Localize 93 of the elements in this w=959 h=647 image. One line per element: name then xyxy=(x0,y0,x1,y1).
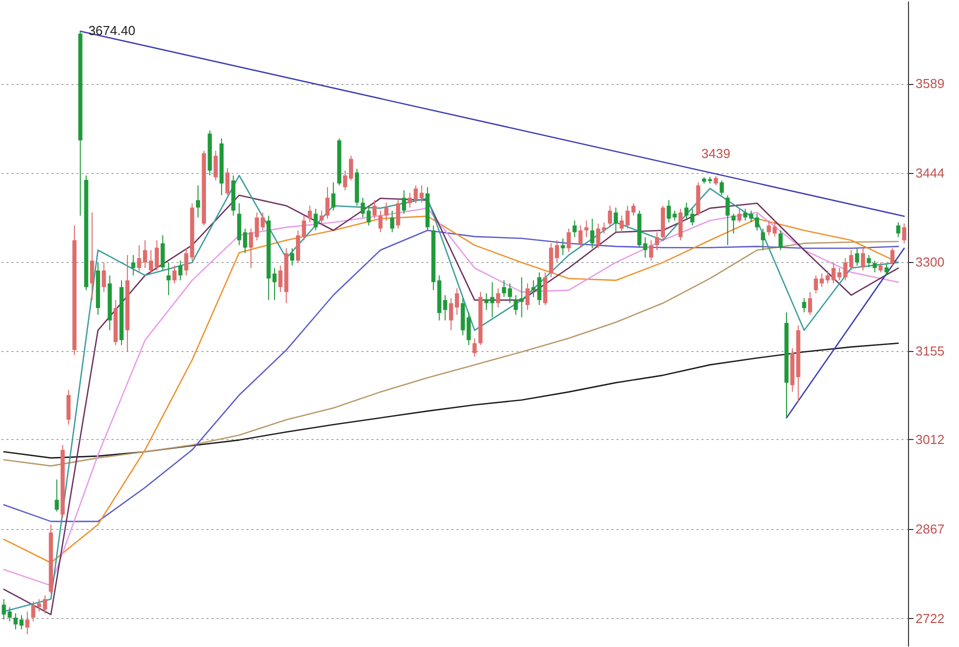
candlestick xyxy=(602,222,606,234)
candlestick xyxy=(19,614,24,630)
candlestick xyxy=(320,210,324,226)
candlestick xyxy=(54,479,59,512)
candlestick xyxy=(290,248,294,266)
line-series xyxy=(3,342,899,459)
y-tick-label: 3012 xyxy=(916,432,944,447)
candlestick xyxy=(726,194,730,246)
candlestick xyxy=(560,238,565,256)
candlestick xyxy=(872,260,877,273)
candlestick xyxy=(531,280,536,298)
candlestick xyxy=(731,213,736,234)
candlestick xyxy=(832,262,836,284)
candlestick xyxy=(348,155,354,181)
candlestick xyxy=(866,254,871,268)
line-series xyxy=(3,240,899,467)
candlestick xyxy=(214,150,218,181)
candlestick xyxy=(384,202,388,222)
line-series xyxy=(3,230,899,522)
annotation: 3674.40 xyxy=(88,22,136,38)
candlestick xyxy=(372,200,377,220)
candlestick xyxy=(172,265,177,284)
candlestick xyxy=(472,338,477,358)
candlestick xyxy=(526,282,530,310)
candlestick xyxy=(308,205,312,223)
candlestick xyxy=(590,218,594,249)
candlestick xyxy=(390,210,394,233)
candlestick xyxy=(631,202,636,216)
candlestick xyxy=(454,288,459,316)
candlestick xyxy=(554,240,560,263)
candlestick xyxy=(166,262,171,296)
candlestick xyxy=(225,168,230,196)
candlestick xyxy=(614,207,618,234)
candlestick xyxy=(396,200,400,230)
candlestick xyxy=(325,186,330,220)
candlestick xyxy=(508,282,512,304)
candlestick xyxy=(584,220,588,238)
candlestick xyxy=(42,594,48,614)
candlestick xyxy=(302,215,306,241)
candlestick xyxy=(502,280,506,298)
candlestick xyxy=(496,288,500,308)
y-tick-label: 3300 xyxy=(916,254,944,270)
candlestick xyxy=(449,298,454,331)
candlestick xyxy=(537,272,542,306)
candlestick xyxy=(649,240,654,262)
candlestick xyxy=(878,262,883,273)
annotation: 3439 xyxy=(701,146,730,162)
candlestick xyxy=(860,248,866,271)
candlestick xyxy=(378,210,382,233)
candlestick xyxy=(855,248,860,266)
candlestick xyxy=(755,213,760,231)
candlestick xyxy=(778,230,783,251)
candlestick xyxy=(14,612,18,630)
candlestick xyxy=(154,240,159,271)
candlestick xyxy=(148,250,153,274)
candlestick xyxy=(331,182,336,212)
y-tick-label: 2867 xyxy=(916,521,944,536)
candlestick xyxy=(596,223,600,249)
candlestick xyxy=(142,240,148,269)
candlestick xyxy=(402,190,406,214)
candlestick xyxy=(654,232,660,251)
candlestick xyxy=(902,223,906,244)
y-tick-label: 3589 xyxy=(916,76,944,92)
candlestick xyxy=(272,268,277,301)
candlestick xyxy=(720,180,724,196)
candlestick xyxy=(837,268,842,281)
candlestick xyxy=(137,244,142,273)
candlestick xyxy=(890,248,894,266)
candlestick xyxy=(314,208,318,231)
candlestick xyxy=(25,610,30,635)
candlestick xyxy=(90,212,94,301)
candlestick xyxy=(343,170,348,191)
candlestick xyxy=(131,254,136,276)
y-tick-label: 3444 xyxy=(916,166,944,181)
candlestick xyxy=(578,224,583,248)
candlestick xyxy=(690,208,694,226)
candlestick xyxy=(178,260,182,281)
candlestick xyxy=(808,292,812,316)
y-tick-label: 2722 xyxy=(916,610,944,626)
candlestick xyxy=(248,228,254,269)
candlestick xyxy=(760,228,766,251)
candlestick xyxy=(714,176,718,186)
candlestick xyxy=(802,298,806,313)
candlestick xyxy=(566,228,571,252)
candlestick xyxy=(572,220,577,238)
candlestick xyxy=(684,202,689,220)
candlestick xyxy=(102,262,106,293)
y-tick-label: 3155 xyxy=(916,344,944,359)
candlestick xyxy=(196,184,200,218)
candlestick xyxy=(884,264,889,276)
candlestick xyxy=(737,208,742,223)
candlestick xyxy=(896,222,900,238)
candlestick xyxy=(608,205,612,228)
